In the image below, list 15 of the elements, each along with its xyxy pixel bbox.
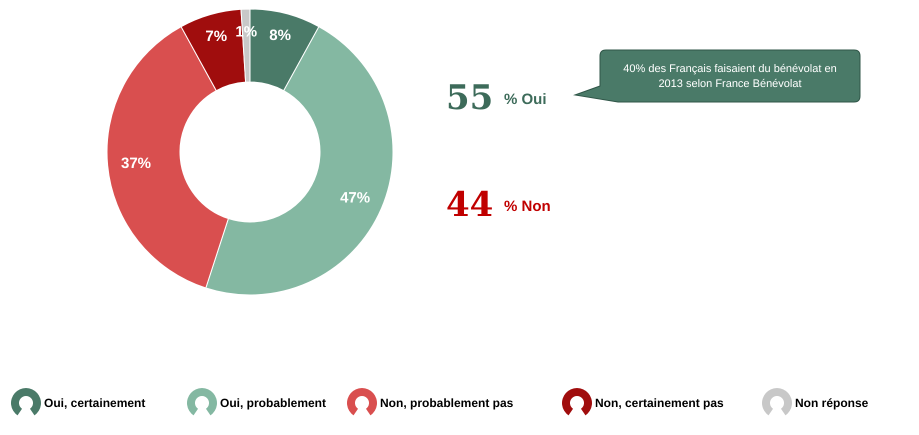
text: % Oui xyxy=(504,91,547,108)
text: 55 xyxy=(446,78,494,118)
data-label: 1% xyxy=(235,23,258,40)
text: 40% des Français faisaient du bénévolat en 2013 selon France Bénévolat xyxy=(623,63,837,90)
data-label: 8% xyxy=(269,27,291,44)
legend-label: Non, probablement pas xyxy=(380,396,514,410)
legend-label: Oui, probablement xyxy=(220,396,326,410)
legend-label: Non, certainement pas xyxy=(595,396,724,410)
data-label: 37% xyxy=(120,155,152,172)
data-label: 47% xyxy=(340,190,370,207)
data-label: 7% xyxy=(205,28,228,46)
legend-label: Non réponse xyxy=(795,396,869,410)
legend-label: Oui, certainement xyxy=(44,396,146,410)
text: % Non xyxy=(504,198,551,215)
text: 44 xyxy=(446,185,494,225)
